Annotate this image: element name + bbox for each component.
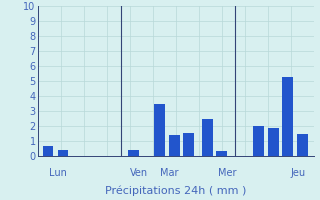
Bar <box>154 104 165 156</box>
Text: Mar: Mar <box>160 168 178 178</box>
Bar <box>268 128 279 156</box>
Bar <box>128 150 139 156</box>
Bar <box>183 133 194 156</box>
Text: Précipitations 24h ( mm ): Précipitations 24h ( mm ) <box>105 186 247 196</box>
Bar <box>58 150 68 156</box>
Bar <box>169 135 180 156</box>
Bar <box>43 146 53 156</box>
Bar <box>253 126 264 156</box>
Text: Lun: Lun <box>49 168 67 178</box>
Bar <box>282 76 293 156</box>
Bar <box>297 134 308 156</box>
Text: Jeu: Jeu <box>291 168 306 178</box>
Bar <box>216 151 227 156</box>
Text: Ven: Ven <box>130 168 148 178</box>
Bar <box>203 118 213 156</box>
Text: Mer: Mer <box>218 168 236 178</box>
